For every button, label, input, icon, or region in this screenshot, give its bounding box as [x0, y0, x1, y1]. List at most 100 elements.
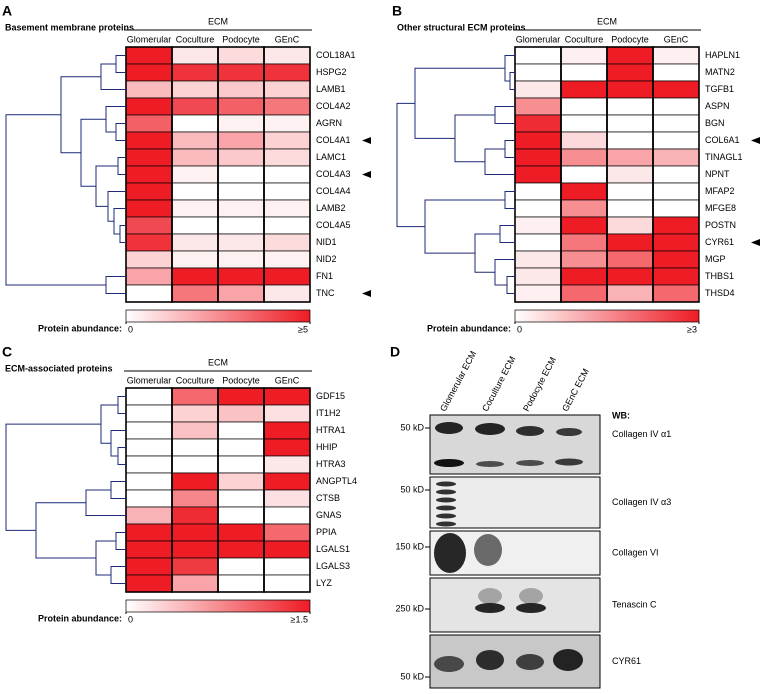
- row-label: ANGPTL4: [316, 476, 357, 486]
- row-label: MFGE8: [705, 203, 736, 213]
- dendrogram-branch: [115, 532, 126, 550]
- blot-band: [476, 461, 504, 467]
- column-label: Glomerular: [516, 34, 561, 44]
- heatmap-cell: [125, 438, 173, 457]
- heatmap-cell: [171, 182, 219, 201]
- heatmap-cell: [217, 489, 265, 508]
- heatmap-cell: [514, 199, 562, 218]
- marker-label: 50 kD: [400, 422, 424, 432]
- heatmap-cell: [652, 216, 700, 235]
- heatmap-cell: [217, 216, 265, 235]
- heatmap-cell: [217, 97, 265, 116]
- heatmap-cell: [125, 97, 173, 116]
- blot-band: [475, 423, 505, 435]
- heatmap-cell: [217, 267, 265, 286]
- column-label: Glomerular: [127, 34, 172, 44]
- row-label: COL4A1: [316, 135, 351, 145]
- marker-label: 250 kD: [395, 603, 424, 613]
- heatmap-cell: [263, 455, 311, 474]
- dendrogram-branch: [115, 123, 126, 141]
- heatmap-cell: [652, 165, 700, 184]
- heatmap-cell: [514, 216, 562, 235]
- heatmap-cell: [263, 404, 311, 423]
- heatmap-cell: [263, 387, 311, 406]
- blot-band: [555, 458, 583, 466]
- heatmap-cell: [606, 114, 654, 133]
- dendrogram-branch: [494, 106, 515, 124]
- blot-band: [434, 656, 464, 672]
- heatmap-cell: [606, 46, 654, 65]
- row-label: HSPG2: [316, 67, 347, 77]
- blot-band: [436, 513, 456, 519]
- heatmap-cell: [652, 284, 700, 303]
- heatmap-cell: [217, 574, 265, 593]
- dendrogram-branch: [119, 225, 126, 243]
- heatmap-cell: [514, 284, 562, 303]
- dendrogram-branch: [484, 148, 515, 175]
- heatmap-cell: [263, 523, 311, 542]
- blot-band: [436, 481, 456, 487]
- heatmap-cell: [171, 421, 219, 440]
- row-label: NID2: [316, 254, 337, 264]
- row-label: GDF15: [316, 391, 345, 401]
- heatmap-cell: [125, 489, 173, 508]
- heatmap-cell: [652, 131, 700, 150]
- wb-label: WB:: [612, 410, 630, 420]
- heatmap-cell: [514, 233, 562, 252]
- heatmap-cell: [171, 148, 219, 167]
- row-label: AGRN: [316, 118, 342, 128]
- row-label: CTSB: [316, 493, 340, 503]
- heatmap-cell: [606, 182, 654, 201]
- dendrogram-branch: [110, 566, 126, 584]
- legend-label: Protein abundance:: [38, 323, 122, 333]
- dendrogram-branch: [35, 502, 96, 559]
- heatmap-cell: [560, 165, 608, 184]
- heatmap-cell: [217, 250, 265, 269]
- heatmap-cell: [125, 233, 173, 252]
- heatmap-cell: [171, 114, 219, 133]
- heatmap-cell: [217, 421, 265, 440]
- heatmap-cell: [514, 131, 562, 150]
- heatmap-cell: [514, 80, 562, 99]
- column-label: GEnC: [664, 34, 689, 44]
- column-label: Coculture: [565, 34, 604, 44]
- heatmap-cell: [263, 216, 311, 235]
- legend-label: Protein abundance:: [427, 323, 511, 333]
- heatmap-cell: [652, 199, 700, 218]
- heatmap-cell: [560, 114, 608, 133]
- dendrogram-branch: [85, 489, 126, 516]
- group-label: ECM: [208, 16, 228, 26]
- heatmap-cell: [217, 438, 265, 457]
- heatmap-cell: [125, 267, 173, 286]
- heatmap-cell: [171, 489, 219, 508]
- heatmap-cell: [217, 472, 265, 491]
- arrowhead: [362, 290, 371, 297]
- panel-letter: A: [2, 3, 12, 19]
- heatmap-cell: [560, 63, 608, 82]
- heatmap-cell: [263, 472, 311, 491]
- row-label: LGALS1: [316, 544, 350, 554]
- blot-band: [436, 497, 456, 503]
- row-label: COL4A3: [316, 169, 351, 179]
- blot-band: [516, 426, 544, 436]
- dendrogram-branch: [100, 404, 118, 444]
- heatmap-cell: [125, 472, 173, 491]
- heatmap-cell: [171, 455, 219, 474]
- row-label: BGN: [705, 118, 725, 128]
- heatmap-cell: [560, 182, 608, 201]
- heatmap-cell: [217, 63, 265, 82]
- row-label: HTRA3: [316, 459, 346, 469]
- heatmap-cell: [560, 267, 608, 286]
- heatmap-cell: [263, 506, 311, 525]
- heatmap-cell: [125, 114, 173, 133]
- blot-band: [516, 654, 544, 670]
- heatmap-cell: [263, 182, 311, 201]
- heatmap-cell: [606, 199, 654, 218]
- dendrogram-branch: [107, 191, 126, 222]
- heatmap-cell: [171, 199, 219, 218]
- heatmap-cell: [560, 46, 608, 65]
- row-label: LAMB1: [316, 84, 346, 94]
- dendrogram-branch: [115, 55, 126, 73]
- heatmap-cell: [560, 199, 608, 218]
